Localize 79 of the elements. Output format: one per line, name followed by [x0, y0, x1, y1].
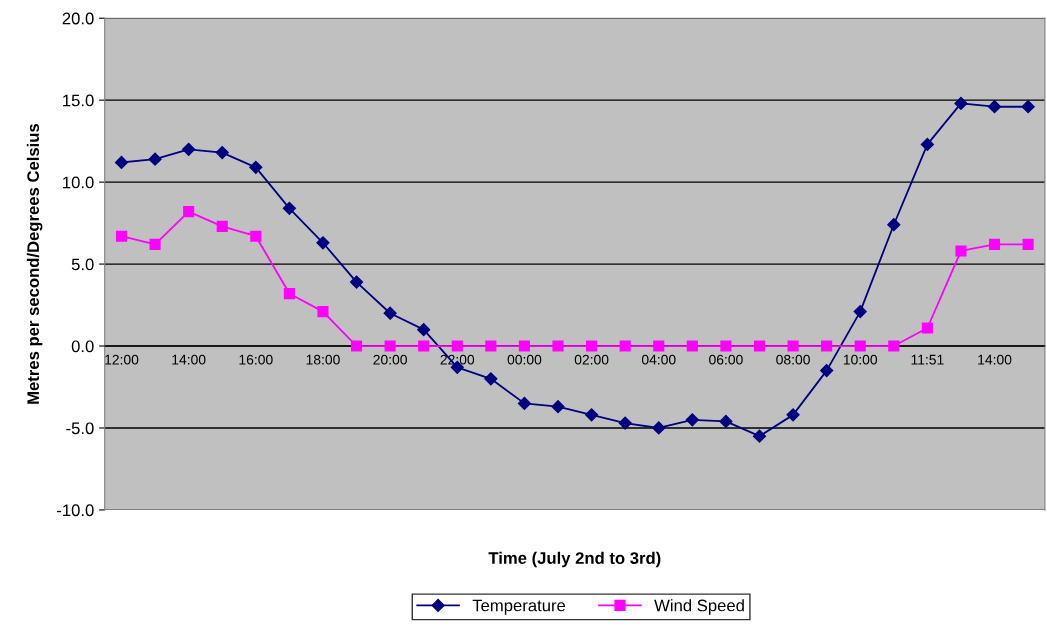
- point: [552, 340, 564, 352]
- point: [618, 416, 632, 430]
- point: [888, 340, 900, 352]
- point: [517, 396, 532, 410]
- y-tick-label: 0.0: [71, 340, 94, 353]
- point: [753, 340, 766, 352]
- x-tick-label: 14:00: [172, 354, 206, 365]
- y-tick-label: 10.0: [63, 176, 94, 189]
- point: [1021, 100, 1035, 114]
- point: [720, 340, 732, 352]
- point: [921, 322, 933, 334]
- x-tick-label: 02:00: [574, 354, 609, 365]
- point: [586, 340, 598, 352]
- x-tick-label: 16:00: [239, 354, 273, 365]
- point: [250, 230, 262, 242]
- x-tick-label: 06:00: [709, 354, 743, 365]
- point: [350, 340, 363, 352]
- point: [585, 408, 599, 422]
- point: [820, 364, 834, 378]
- x-tick-label: 11:51: [911, 354, 944, 365]
- point: [249, 160, 263, 174]
- point: [383, 306, 397, 320]
- point: [619, 340, 631, 352]
- point: [821, 340, 833, 352]
- point: [955, 245, 967, 257]
- point: [719, 414, 733, 429]
- point: [317, 306, 329, 318]
- point: [349, 275, 364, 289]
- point: [853, 305, 867, 319]
- point: [551, 400, 565, 414]
- x-tick-label: 00:00: [507, 354, 542, 365]
- point: [282, 201, 296, 215]
- x-tick-label: 04:00: [641, 354, 676, 365]
- point: [384, 340, 396, 352]
- legend-label: Temperature: [472, 599, 566, 615]
- point: [685, 413, 699, 427]
- point: [418, 340, 430, 352]
- y-tick-label: -5.0: [66, 422, 94, 435]
- point: [148, 152, 162, 166]
- point: [485, 340, 497, 352]
- point: [183, 206, 195, 218]
- point: [920, 137, 934, 152]
- point: [1022, 238, 1034, 250]
- x-tick-label: 10:00: [843, 354, 878, 365]
- y-tick-label: 15.0: [63, 94, 94, 107]
- point: [149, 238, 161, 250]
- y-tick-label: -10.0: [57, 504, 94, 517]
- x-tick-label: 18:00: [306, 354, 340, 365]
- point: [215, 146, 229, 160]
- point: [283, 288, 295, 300]
- x-axis-title: Time (July 2nd to 3rd): [488, 551, 661, 568]
- point: [786, 408, 800, 422]
- point: [887, 218, 901, 232]
- point: [115, 230, 128, 242]
- x-tick-label: 14:00: [978, 354, 1012, 365]
- point: [451, 340, 463, 352]
- x-tick-label: 12:00: [105, 354, 139, 365]
- point: [686, 340, 698, 352]
- point: [316, 236, 330, 250]
- y-tick-label: 20.0: [62, 12, 94, 25]
- point: [652, 421, 666, 435]
- point: [653, 340, 665, 352]
- point: [182, 142, 196, 156]
- point: [752, 429, 767, 443]
- point: [484, 372, 498, 386]
- point: [954, 96, 968, 111]
- x-tick-label: 08:00: [776, 354, 810, 365]
- point: [518, 340, 530, 352]
- point: [854, 340, 866, 352]
- point: [216, 220, 228, 232]
- point: [787, 340, 799, 352]
- point: [114, 155, 129, 170]
- legend-label: Wind Speed: [654, 599, 744, 615]
- y-axis-title: Metres per second/Degrees Celsius: [26, 123, 43, 404]
- y-tick-label: 5.0: [71, 258, 94, 271]
- x-tick-label: 20:00: [373, 354, 407, 365]
- point: [417, 323, 431, 337]
- point: [987, 100, 1002, 114]
- point: [988, 238, 1001, 250]
